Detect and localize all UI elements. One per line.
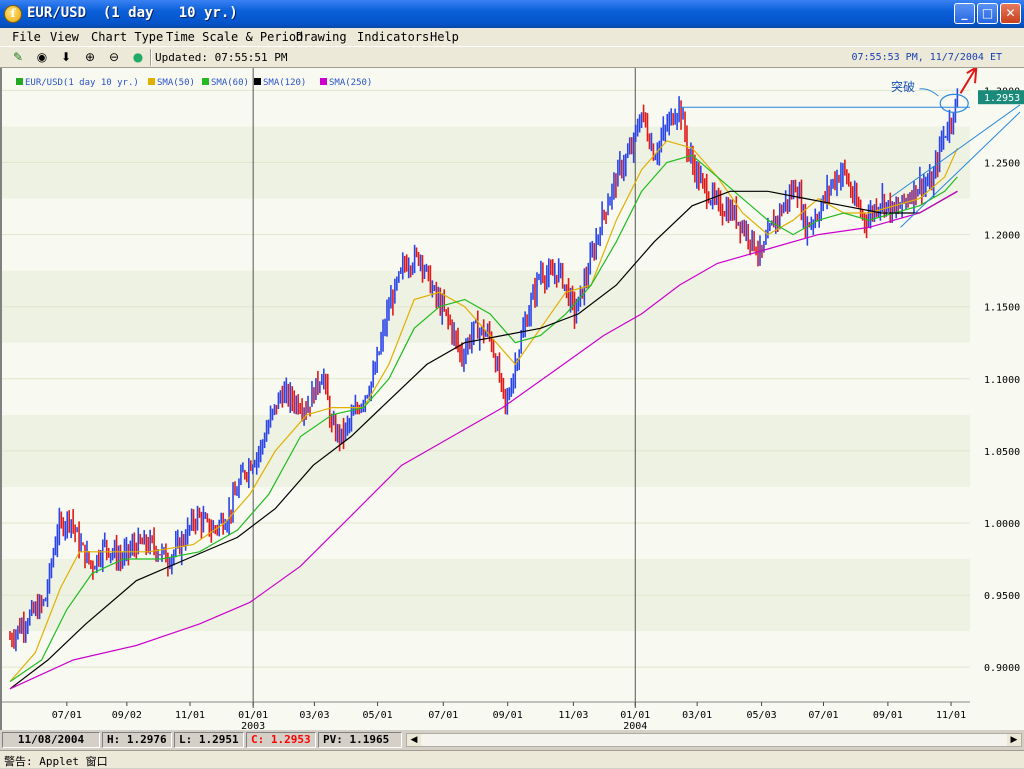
applet-warning-bar: 警告: Applet 窗口 <box>0 750 1024 768</box>
menu-bar: File View Chart Type Time Scale & Period… <box>0 28 1024 46</box>
updated-label: Updated: 07:55:51 PM <box>155 51 288 64</box>
x-tick-label: 01/01 <box>620 710 650 721</box>
legend-label: SMA(50) <box>157 78 195 88</box>
target-icon[interactable]: ◉ <box>36 50 48 64</box>
breakout-arrow-icon <box>959 68 978 94</box>
zoom-in-icon[interactable]: ⊕ <box>84 50 96 64</box>
status-low: L: 1.2951 <box>174 732 244 748</box>
band <box>2 68 970 127</box>
menu-chart-type[interactable]: Chart Type <box>91 30 164 44</box>
x-tick-label: 07/01 <box>52 710 82 721</box>
series-line-sma-50- <box>9 140 958 682</box>
app-icon: f <box>4 5 22 23</box>
series-layer <box>9 88 959 690</box>
legend-label: SMA(250) <box>329 78 372 88</box>
y-tick-label: 1.1500 <box>984 303 1020 314</box>
x-tick-label: 01/01 <box>238 710 268 721</box>
minimize-button[interactable]: _ <box>954 3 975 24</box>
arrow-down-icon[interactable]: ⬇ <box>60 50 72 64</box>
x-tick-label: 05/01 <box>363 710 393 721</box>
x-year-label: 2003 <box>241 721 265 730</box>
legend: EUR/USD(1 day 10 yr.) SMA(50) SMA(60) SMA(1… <box>16 78 372 88</box>
menu-view[interactable]: View <box>50 30 79 44</box>
status-pv: PV: 1.1965 <box>318 732 402 748</box>
menu-drawing[interactable]: Drawing <box>296 30 347 44</box>
background-bands <box>2 68 1024 730</box>
annotation-layer: 突破 <box>679 68 1021 228</box>
series-line-sma-250- <box>9 190 958 690</box>
x-year-label: 2004 <box>623 721 647 730</box>
legend-swatch <box>148 78 155 85</box>
grid-lines <box>2 89 970 668</box>
scroll-right-arrow-icon[interactable]: ▶ <box>1007 734 1021 746</box>
x-tick-label: 11/01 <box>175 710 205 721</box>
series-line-sma-120- <box>9 190 958 690</box>
status-date: 11/08/2004 <box>2 732 100 748</box>
status-close: C: 1.2953 <box>246 732 316 748</box>
clock-text: 07:55:53 PM, 11/7/2004 ET <box>851 52 1002 63</box>
chart-area[interactable]: 突破 EUR/USD(1 day 10 yr.) SMA(50) SMA(60) SM… <box>0 68 1024 730</box>
scroll-left-arrow-icon[interactable]: ◀ <box>407 734 421 746</box>
y-tick-label: 1.0000 <box>984 519 1020 530</box>
legend-swatch <box>320 78 327 85</box>
close-button[interactable]: ✕ <box>1000 3 1021 24</box>
breakout-circle <box>939 93 969 113</box>
x-tick-label: 11/03 <box>558 710 588 721</box>
current-price-label: 1.2953 <box>984 93 1020 104</box>
year-dividers <box>252 68 636 708</box>
x-tick-label: 09/01 <box>873 710 903 721</box>
menu-time-scale-period[interactable]: Time Scale & Period <box>166 30 304 44</box>
current-price-tag <box>978 90 1024 105</box>
y-tick-label: 0.9000 <box>984 663 1020 674</box>
legend-swatch <box>16 78 23 85</box>
x-tick-label: 11/01 <box>936 710 966 721</box>
menu-file[interactable]: File <box>12 30 41 44</box>
x-tick-label: 09/02 <box>112 710 142 721</box>
trendline-lower <box>900 111 1021 228</box>
menu-help[interactable]: Help <box>430 30 459 44</box>
y-tick-label: 1.1000 <box>984 375 1020 386</box>
y-tick-label: 0.9500 <box>984 591 1020 602</box>
y-tick-label: 1.2000 <box>984 231 1020 242</box>
toolbar: ✎ ◉ ⬇ ⊕ ⊖ ● Updated: 07:55:51 PM 07:55:5… <box>0 46 1024 68</box>
status-high: H: 1.2976 <box>102 732 172 748</box>
x-tick-label: 03/03 <box>299 710 329 721</box>
applet-warning-text: 警告: Applet 窗口 <box>4 755 108 768</box>
legend-label: SMA(60) <box>211 78 249 88</box>
toolbar-separator <box>150 49 152 66</box>
x-tick-label: 07/01 <box>808 710 838 721</box>
globe-icon[interactable]: ● <box>132 50 144 64</box>
y-tick-label: 1.0500 <box>984 447 1020 458</box>
breakout-label: 突破 <box>891 79 915 94</box>
title-bar: f EUR/USD (1 day 10 yr.) _ □ ✕ <box>0 0 1024 28</box>
trendline-upper <box>890 104 1021 198</box>
x-tick-label: 03/01 <box>682 710 712 721</box>
window-title: EUR/USD (1 day 10 yr.) <box>27 5 238 21</box>
series-line-sma-60- <box>9 154 958 683</box>
y-tick-label: 1.2500 <box>984 159 1020 170</box>
maximize-button[interactable]: □ <box>977 3 998 24</box>
horizontal-scrollbar[interactable]: ◀ ▶ <box>406 733 1022 747</box>
legend-swatch <box>202 78 209 85</box>
x-tick-label: 07/01 <box>428 710 458 721</box>
x-tick-label: 09/01 <box>493 710 523 721</box>
breakout-arrowhead-icon <box>966 68 978 84</box>
price-chart[interactable]: 突破 EUR/USD(1 day 10 yr.) SMA(50) SMA(60) SM… <box>2 68 1024 730</box>
zoom-out-icon[interactable]: ⊖ <box>108 50 120 64</box>
pen-icon[interactable]: ✎ <box>12 50 24 64</box>
menu-indicators[interactable]: Indicators <box>357 30 430 44</box>
y-axis: 0.9000 0.9500 1.0000 1.0500 1.1000 1.1500 1.20… <box>978 86 1024 674</box>
legend-label: SMA(120) <box>263 78 306 88</box>
legend-swatch <box>254 78 261 85</box>
legend-label: EUR/USD(1 day 10 yr.) <box>25 78 139 88</box>
breakout-pointer <box>919 88 939 97</box>
x-tick-label: 05/03 <box>747 710 777 721</box>
